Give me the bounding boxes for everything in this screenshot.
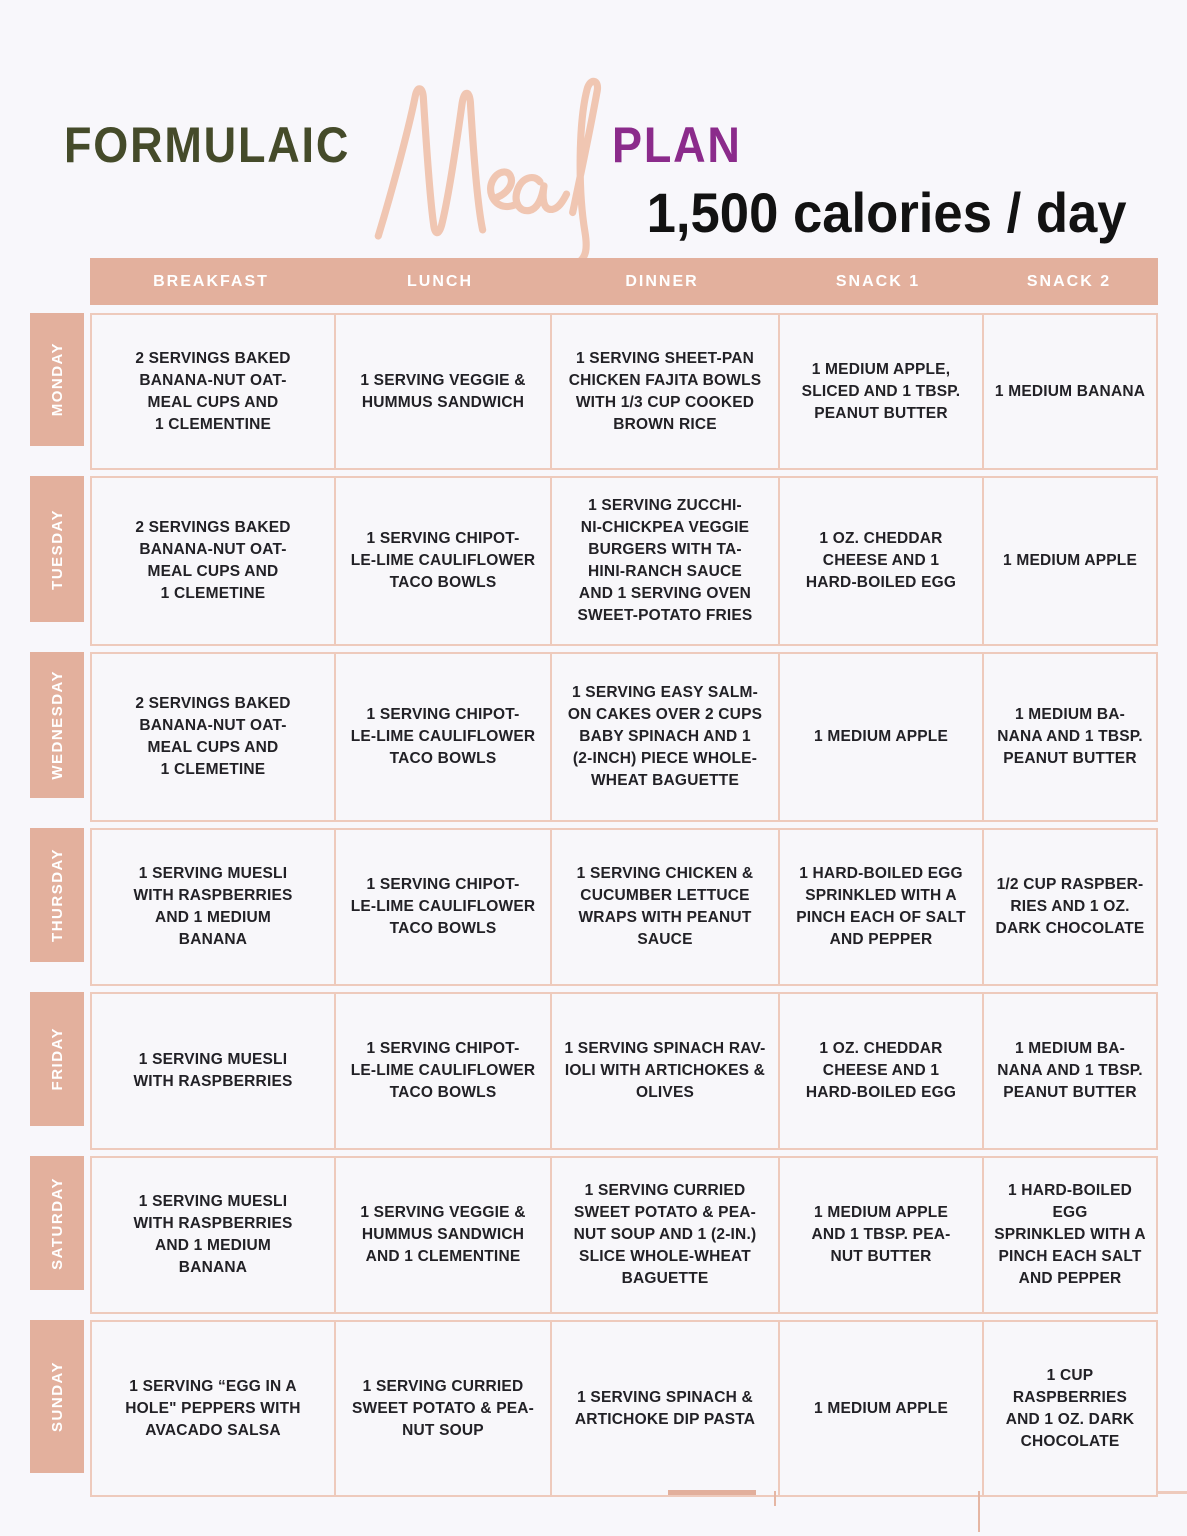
meal-cell: 1 SERVING SPINACH RAV- IOLI WITH ARTICHO… (550, 994, 778, 1148)
bottom-border-thick-segment (668, 1490, 756, 1495)
meal-cell: 1 HARD-BOILED EGG SPRINKLED WITH A PINCH… (778, 830, 982, 984)
meal-row-saturday: SATURDAY 1 SERVING MUESLI WITH RASPBERRIE… (30, 1156, 1158, 1314)
meal-cell: 1 CUP RASPBERRIES AND 1 OZ. DARK CHOCOLA… (982, 1322, 1156, 1495)
plan-title: PLAN (612, 117, 742, 173)
meal-cell: 1 SERVING CHIPOT- LE-LIME CAULIFLOWER TA… (334, 994, 550, 1148)
meal-cell: 1/2 CUP RASPBER- RIES AND 1 OZ. DARK CHO… (982, 830, 1156, 984)
brand-title: FORMULAIC (64, 117, 351, 173)
day-tab-sunday: SUNDAY (30, 1320, 84, 1473)
meal-cell: 1 MEDIUM APPLE (778, 1322, 982, 1495)
day-label: FRIDAY (48, 1027, 66, 1091)
meal-row-tuesday: TUESDAY 2 SERVINGS BAKED BANANA-NUT OAT- … (30, 476, 1158, 646)
meal-row-wednesday: WEDNESDAY 2 SERVINGS BAKED BANANA-NUT OAT… (30, 652, 1158, 822)
day-label: WEDNESDAY (48, 670, 66, 780)
meal-cell: 1 SERVING “EGG IN A HOLE" PEPPERS WITH A… (125, 1377, 301, 1439)
meal-cell: 1 SERVING SHEET-PAN CHICKEN FAJITA BOWLS… (550, 315, 778, 468)
meal-cell: 1 MEDIUM APPLE (778, 654, 982, 820)
meal-row-sunday: SUNDAY 1 SERVING “EGG IN A HOLE" PEPPERS … (30, 1320, 1158, 1497)
meal-cell: 1 SERVING CHIPOT- LE-LIME CAULIFLOWER TA… (334, 478, 550, 644)
meal-cell: 1 SERVING EASY SALM- ON CAKES OVER 2 CUP… (550, 654, 778, 820)
column-label-lunch: LUNCH (407, 272, 473, 290)
meal-cell: 1 SERVING CURRIED SWEET POTATO & PEA- NU… (334, 1322, 550, 1495)
column-label-snack1: SNACK 1 (835, 272, 921, 290)
column-label-dinner: DINNER (625, 272, 699, 290)
column-label-snack2: SNACK 2 (1026, 272, 1112, 290)
meal-row-thursday: THURSDAY 1 SERVING MUESLI WITH RASPBERRIE… (30, 828, 1158, 986)
bottom-border-extension (1156, 1491, 1187, 1494)
calories-subtitle: 1,500 calories / day (647, 181, 1127, 244)
day-tab-thursday: THURSDAY (30, 828, 84, 962)
meal-cell: 1 SERVING SPINACH & ARTICHOKE DIP PASTA (550, 1322, 778, 1495)
meal-cell: 2 SERVINGS BAKED BANANA-NUT OAT- MEAL CU… (135, 519, 291, 602)
meal-cell: 1 MEDIUM BANANA (982, 315, 1156, 468)
meal-cell: 1 HARD-BOILED EGG SPRINKLED WITH A PINCH… (982, 1158, 1156, 1312)
day-label: MONDAY (48, 342, 66, 417)
meal-row-friday: FRIDAY 1 SERVING MUESLI WITH RASPBERRIES 1… (30, 992, 1158, 1150)
meal-cell: 1 SERVING ZUCCHI- NI-CHICKPEA VEGGIE BUR… (550, 478, 778, 644)
meal-cell: 1 SERVING MUESLI WITH RASPBERRIES (133, 1051, 293, 1090)
meal-cell: 2 SERVINGS BAKED BANANA-NUT OAT- MEAL CU… (135, 695, 291, 778)
meal-cell: 1 MEDIUM BA- NANA AND 1 TBSP. PEANUT BUT… (982, 654, 1156, 820)
column-label-breakfast: BREAKFAST (153, 272, 269, 290)
meal-cell: 1 SERVING MUESLI WITH RASPBERRIES AND 1 … (133, 865, 293, 948)
meal-cell: 1 MEDIUM BA- NANA AND 1 TBSP. PEANUT BUT… (982, 994, 1156, 1148)
meal-cell: 1 MEDIUM APPLE, SLICED AND 1 TBSP. PEANU… (778, 315, 982, 468)
meal-cell: 1 SERVING VEGGIE & HUMMUS SANDWICH AND 1… (334, 1158, 550, 1312)
meal-cell: 1 MEDIUM APPLE (982, 478, 1156, 644)
meal-cell: 1 SERVING MUESLI WITH RASPBERRIES AND 1 … (133, 1193, 293, 1276)
meal-cell: 1 SERVING CHIPOT- LE-LIME CAULIFLOWER TA… (334, 654, 550, 820)
meal-table-body: MONDAY 2 SERVINGS BAKED BANANA-NUT OAT- M… (30, 313, 1158, 1503)
meal-cell: 1 SERVING CHIPOT- LE-LIME CAULIFLOWER TA… (334, 830, 550, 984)
meal-cell: 1 SERVING CURRIED SWEET POTATO & PEA- NU… (550, 1158, 778, 1312)
meal-cell: 1 SERVING CHICKEN & CUCUMBER LETTUCE WRA… (550, 830, 778, 984)
meal-cell: 2 SERVINGS BAKED BANANA-NUT OAT- MEAL CU… (135, 349, 291, 433)
meal-script-word (374, 77, 602, 264)
grid-line-stub (978, 1491, 980, 1532)
day-label: THURSDAY (48, 848, 66, 942)
day-label: TUESDAY (48, 508, 66, 590)
meal-cell: 1 OZ. CHEDDAR CHEESE AND 1 HARD-BOILED E… (778, 994, 982, 1148)
day-tab-wednesday: WEDNESDAY (30, 652, 84, 798)
table-column-header: BREAKFAST LUNCH DINNER SNACK 1 SNACK 2 (90, 258, 1158, 305)
day-tab-monday: MONDAY (30, 313, 84, 446)
meal-cell: 1 SERVING VEGGIE & HUMMUS SANDWICH (334, 315, 550, 468)
day-tab-tuesday: TUESDAY (30, 476, 84, 622)
day-tab-saturday: SATURDAY (30, 1156, 84, 1290)
day-tab-friday: FRIDAY (30, 992, 84, 1126)
day-label: SATURDAY (48, 1176, 66, 1270)
meal-row-monday: MONDAY 2 SERVINGS BAKED BANANA-NUT OAT- M… (30, 313, 1158, 470)
meal-cell: 1 MEDIUM APPLE AND 1 TBSP. PEA- NUT BUTT… (778, 1158, 982, 1312)
grid-line-stub (774, 1491, 776, 1506)
day-label: SUNDAY (48, 1361, 66, 1432)
meal-cell: 1 OZ. CHEDDAR CHEESE AND 1 HARD-BOILED E… (778, 478, 982, 644)
